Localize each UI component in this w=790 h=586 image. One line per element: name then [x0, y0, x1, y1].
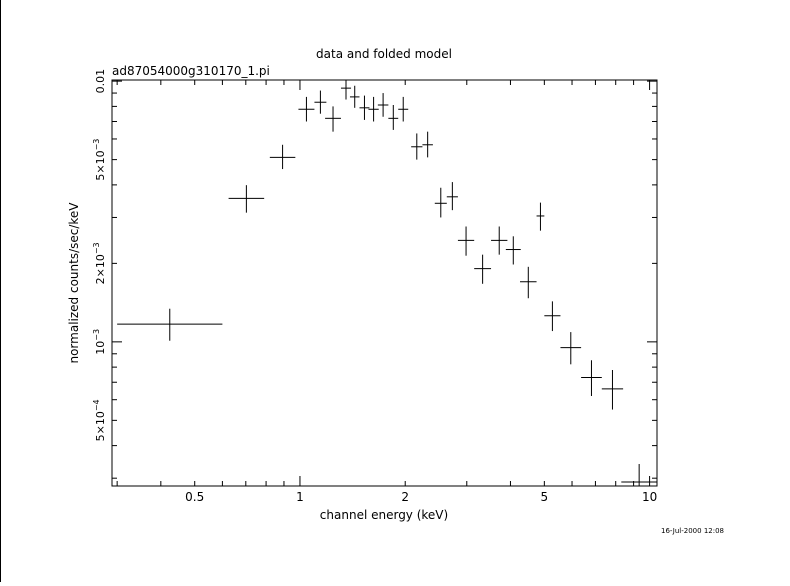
data-point [269, 144, 296, 170]
data-point [411, 133, 423, 160]
data-point [422, 131, 433, 158]
data-point [505, 236, 521, 265]
x-axis-label: channel energy (keV) [320, 508, 448, 522]
data-points [117, 80, 657, 486]
data-point [457, 226, 475, 256]
data-point [446, 182, 458, 211]
data-point [544, 301, 561, 332]
x-tick-label: 0.5 [185, 490, 204, 504]
y-tick-label: 10−3 [92, 329, 107, 355]
data-point [434, 187, 447, 218]
data-point [388, 104, 399, 130]
data-point [117, 308, 223, 341]
data-point [228, 185, 265, 213]
y-tick-label: 5×10−4 [92, 399, 107, 441]
data-point [314, 90, 327, 114]
x-tick-label: 10 [642, 490, 657, 504]
y-tick-labels: 5×10−4 10−3 2×10−3 5×10−3 0.01 [92, 69, 107, 441]
data-point [491, 226, 508, 255]
data-point [581, 360, 602, 396]
data-point [474, 254, 492, 284]
data-point [349, 85, 360, 108]
data-point [325, 106, 341, 132]
chart-title: data and folded model [316, 47, 452, 61]
data-point [377, 93, 389, 117]
plot-frame [111, 79, 658, 487]
axis-ticks [112, 80, 657, 486]
y-axis-label: normalized counts/sec/keV [67, 202, 81, 364]
data-point [368, 96, 379, 122]
data-point [536, 202, 545, 231]
data-point [359, 95, 370, 120]
data-point [520, 266, 537, 299]
window-left-border [0, 0, 1, 582]
y-tick-label: 5×10−3 [92, 139, 107, 181]
x-tick-label: 1 [296, 490, 304, 504]
timestamp: 16-Jul-2000 12:08 [661, 527, 724, 535]
data-point [601, 369, 624, 410]
x-tick-labels: 0.5 1 2 5 10 [185, 490, 657, 504]
data-point [298, 96, 315, 122]
x-tick-label: 2 [401, 490, 409, 504]
data-point [398, 96, 409, 122]
data-point [340, 80, 352, 100]
data-point [621, 464, 657, 486]
y-tick-label: 2×10−3 [92, 242, 107, 284]
y-tick-label: 0.01 [94, 69, 107, 94]
x-tick-label: 5 [541, 490, 549, 504]
data-point [560, 332, 582, 365]
chart-subtitle: ad87054000g310170_1.pi [112, 64, 270, 78]
